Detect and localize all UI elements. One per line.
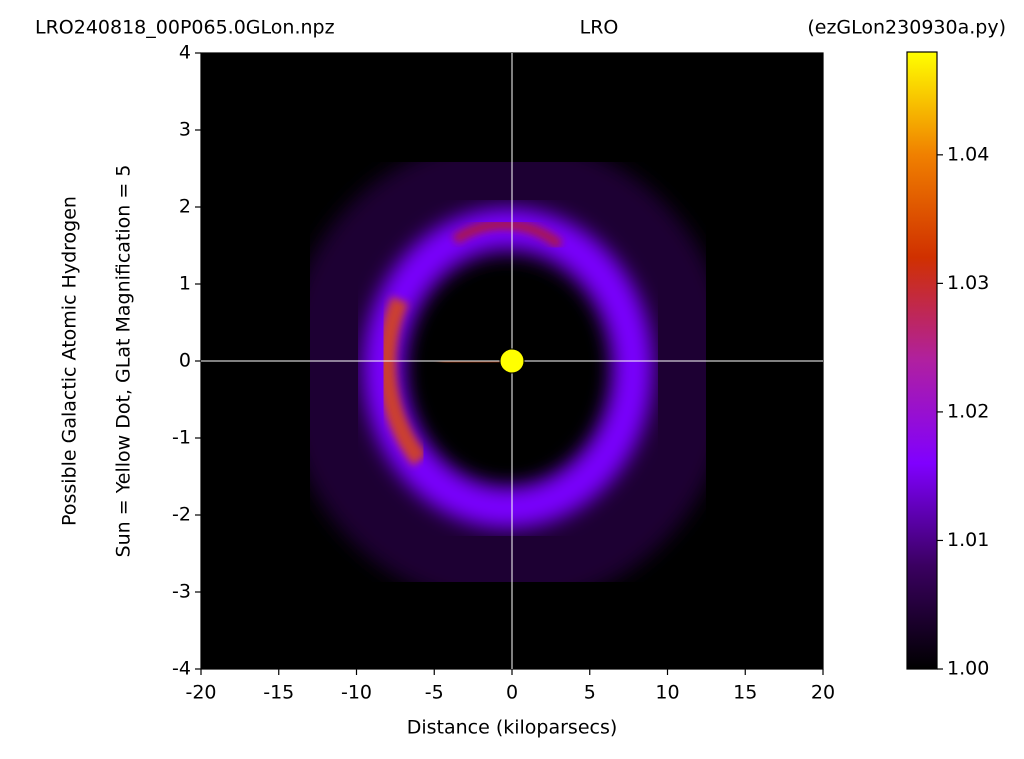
title-left: LRO240818_00P065.0GLon.npz [35, 17, 335, 39]
x-axis-label: Distance (kiloparsecs) [407, 717, 618, 739]
y-tick-label: 3 [179, 119, 191, 141]
colorbar-tick-label: 1.03 [947, 272, 989, 294]
y-tick-label: 2 [179, 196, 191, 218]
y-axis-label: Sun = Yellow Dot, GLat Magnification = 5 [113, 165, 135, 558]
title-right: (ezGLon230930a.py) [807, 17, 1006, 39]
x-tick-label: 15 [733, 682, 757, 704]
y-tick-label: 4 [179, 42, 191, 64]
colorbar-tick-label: 1.01 [947, 529, 989, 551]
colorbar-tick-label: 1.04 [947, 143, 989, 165]
colorbar-tick-label: 1.02 [947, 400, 989, 422]
x-tick-label: -20 [185, 682, 216, 704]
sun-marker [499, 348, 525, 374]
colorbar-tick-label: 1.00 [947, 658, 989, 680]
x-tick-label: 20 [811, 682, 835, 704]
y-tick-label: 0 [179, 350, 191, 372]
y-tick-label: 1 [179, 273, 191, 295]
x-tick-label: -5 [425, 682, 444, 704]
y-tick-label: -1 [172, 427, 191, 449]
y-axis-label: Possible Galactic Atomic Hydrogen [59, 196, 81, 526]
x-tick-label: 0 [506, 682, 518, 704]
x-tick-label: -15 [263, 682, 294, 704]
colorbar [906, 51, 938, 670]
x-tick-label: -10 [341, 682, 372, 704]
title-center: LRO [580, 17, 619, 39]
y-tick-label: -2 [172, 504, 191, 526]
x-tick-label: 10 [655, 682, 679, 704]
y-tick-label: -3 [172, 581, 191, 603]
x-tick-label: 5 [584, 682, 596, 704]
y-tick-label: -4 [172, 658, 191, 680]
